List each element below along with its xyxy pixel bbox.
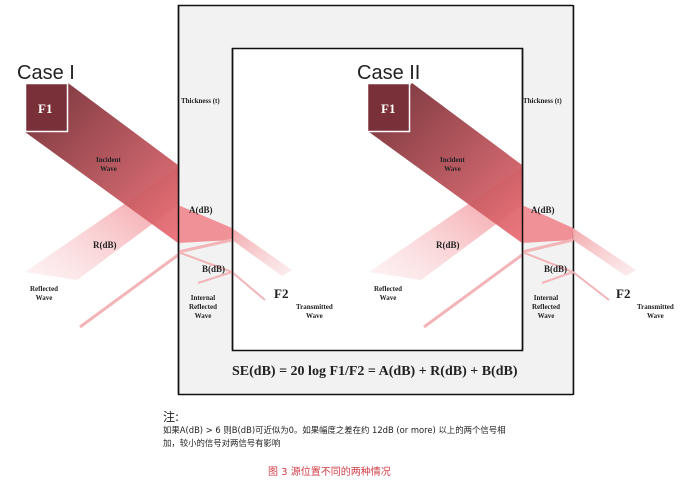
- case-1-f1-label: F1: [38, 101, 53, 116]
- internal-line-2: Reflected: [532, 303, 560, 311]
- f1-source-box: [366, 82, 411, 133]
- reflected-line-2: Wave: [35, 294, 53, 302]
- internal-reflected-out-line: [423, 253, 523, 329]
- internal-line-3: Wave: [194, 312, 212, 320]
- internal-line-1: Internal: [533, 294, 559, 302]
- case-1-f2-label: F2: [274, 286, 289, 301]
- case-1-reflected-wave-label: Reflected Wave: [30, 285, 58, 303]
- case-2-reflection-label: R(dB): [436, 240, 460, 250]
- b-db-out-line: [572, 271, 610, 301]
- shielding-effectiveness-formula: SE(dB) = 20 log F1/F2 = A(dB) + R(dB) + …: [232, 364, 518, 379]
- case-2-internal-label: B(dB): [544, 264, 568, 274]
- case-2-waves: [366, 48, 636, 350]
- case-1-internal-label: B(dB): [202, 264, 226, 274]
- case-1-incident-label: Incident Wave: [96, 156, 121, 174]
- b-db-back-line: [197, 271, 233, 284]
- case-1-reflection-label: R(dB): [93, 240, 117, 250]
- incident-line-2: Wave: [100, 165, 117, 173]
- transmitted-line-2: Wave: [647, 312, 664, 320]
- internal-reflection-line: [521, 238, 574, 254]
- case-2-reflected-wave-label: Reflected Wave: [374, 285, 402, 303]
- note-title: 注:: [163, 410, 180, 424]
- transmitted-wave-band: [232, 228, 292, 276]
- case-2-f2-label: F2: [616, 286, 631, 301]
- b-db-line: [177, 251, 233, 273]
- case-1-title: Case I: [17, 62, 75, 84]
- case-2-absorption-label: A(dB): [531, 205, 555, 215]
- transmitted-line-2: Wave: [306, 312, 323, 320]
- internal-line-2: Reflected: [189, 303, 217, 311]
- case-2-f1-label: F1: [381, 101, 396, 116]
- b-db-line: [521, 251, 574, 273]
- internal-reflection-line: [177, 238, 233, 254]
- incident-line-1: Incident: [96, 156, 121, 164]
- case-2-title: Case II: [357, 62, 421, 84]
- reflected-line-1: Reflected: [374, 285, 402, 293]
- b-db-back-line: [541, 271, 574, 284]
- note-line-2: 加，较小的信号对两信号有影响: [163, 438, 281, 448]
- case-2-incident-label: Incident Wave: [440, 156, 465, 174]
- incident-line-2: Wave: [444, 165, 461, 173]
- internal-reflected-out-line: [79, 253, 179, 329]
- f1-source-box: [24, 82, 69, 133]
- case-1-absorption-label: A(dB): [189, 205, 213, 215]
- transmitted-line-1: Transmitted: [296, 303, 333, 311]
- transmitted-wave-band: [573, 228, 636, 276]
- case-1-waves: [24, 5, 292, 394]
- reflected-line-2: Wave: [379, 294, 397, 302]
- case-1-transmitted-wave-label: Transmitted Wave: [296, 303, 333, 321]
- case-2-thickness-label: Thickness (t): [523, 97, 562, 105]
- case-1-internal-wave-label: Internal Reflected Wave: [189, 294, 217, 321]
- case-2-internal-wave-label: Internal Reflected Wave: [532, 294, 560, 321]
- internal-line-1: Internal: [190, 294, 216, 302]
- note-line-1: 如果A(dB) > 6 则B(dB)可近似为0。如果幅度之差在约 12dB (o…: [163, 425, 506, 435]
- reflected-line-1: Reflected: [30, 285, 58, 293]
- case-1-thickness-label: Thickness (t): [181, 97, 220, 105]
- incident-line-1: Incident: [440, 156, 465, 164]
- absorption-band: [178, 205, 232, 243]
- figure-caption: 图 3 源位置不同的两种情况: [268, 467, 391, 478]
- case-2-transmitted-wave-label: Transmitted Wave: [637, 303, 674, 321]
- transmitted-line-1: Transmitted: [637, 303, 674, 311]
- absorption-band: [522, 205, 573, 243]
- internal-line-3: Wave: [537, 312, 555, 320]
- b-db-out-line: [231, 271, 266, 301]
